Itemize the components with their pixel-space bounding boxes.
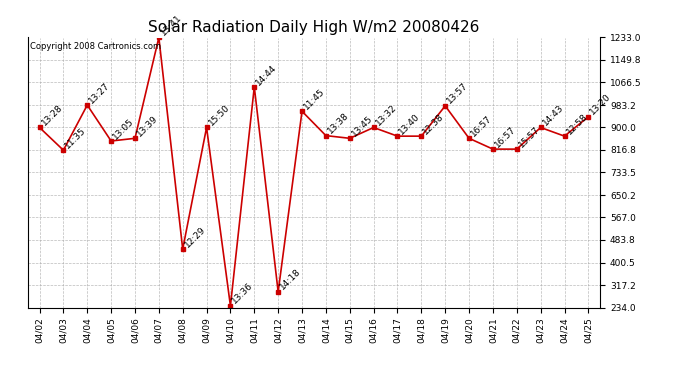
Text: 13:28: 13:28 [39, 103, 64, 128]
Text: Copyright 2008 Cartronics.com: Copyright 2008 Cartronics.com [30, 42, 161, 51]
Text: 13:05: 13:05 [111, 116, 136, 141]
Text: 14:43: 14:43 [541, 103, 565, 128]
Text: 12:38: 12:38 [422, 112, 446, 136]
Text: 13:45: 13:45 [350, 114, 374, 138]
Text: 14:44: 14:44 [255, 63, 279, 87]
Text: 13:41: 13:41 [159, 13, 184, 38]
Text: 13:57: 13:57 [445, 81, 470, 106]
Text: 12:58: 12:58 [564, 112, 589, 136]
Text: 16:57: 16:57 [469, 114, 494, 138]
Text: 11:35: 11:35 [63, 126, 88, 150]
Text: 11:45: 11:45 [302, 87, 326, 111]
Text: 16:57: 16:57 [493, 124, 518, 149]
Text: 14:18: 14:18 [278, 267, 303, 292]
Text: 15:50: 15:50 [206, 103, 231, 128]
Text: 13:39: 13:39 [135, 114, 159, 138]
Text: 13:27: 13:27 [87, 81, 112, 105]
Text: 13:32: 13:32 [373, 103, 398, 128]
Text: 13:40: 13:40 [397, 112, 422, 136]
Title: Solar Radiation Daily High W/m2 20080426: Solar Radiation Daily High W/m2 20080426 [148, 20, 480, 35]
Text: 12:29: 12:29 [183, 225, 207, 249]
Text: 13:38: 13:38 [326, 111, 351, 136]
Text: 13:20: 13:20 [589, 92, 613, 117]
Text: 15:57: 15:57 [517, 124, 542, 149]
Text: 13:36: 13:36 [230, 281, 255, 306]
